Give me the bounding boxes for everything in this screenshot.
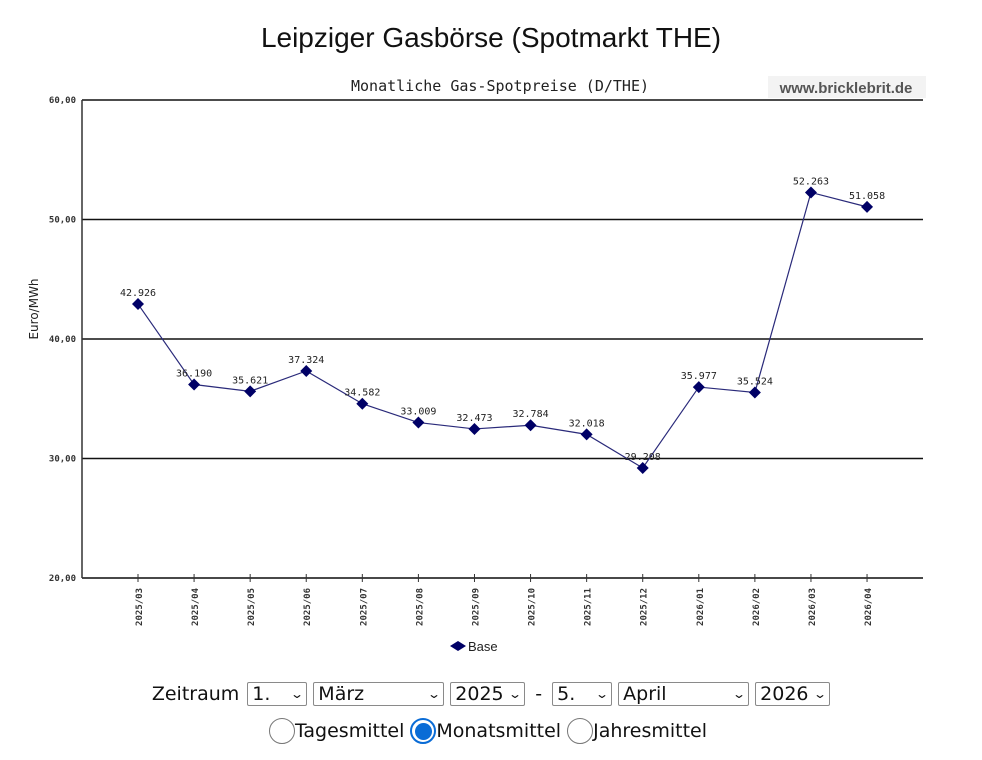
to-year-select[interactable]: 2026 ⌄: [755, 682, 831, 706]
to-day-select[interactable]: 5. ⌄: [552, 682, 613, 706]
chevron-down-icon: ⌄: [427, 687, 442, 701]
to-month-value: April: [623, 683, 667, 705]
radio-jahresmittel[interactable]: [567, 718, 594, 744]
data-point-diamond[interactable]: [580, 428, 593, 441]
x-tick-label: 2025/11: [584, 588, 594, 626]
data-point-diamond[interactable]: [748, 386, 761, 399]
data-label: 51.058: [849, 191, 885, 202]
data-point-diamond[interactable]: [524, 419, 537, 432]
data-point-diamond[interactable]: [188, 378, 201, 391]
chevron-down-icon: ⌄: [813, 687, 828, 701]
y-axis-label: Euro/MWh: [27, 278, 41, 339]
from-month-select[interactable]: März ⌄: [313, 682, 445, 706]
zeitraum-label: Zeitraum: [151, 683, 240, 705]
x-tick-label: 2025/08: [415, 588, 425, 626]
radio-tagesmittel[interactable]: [268, 718, 295, 744]
radio-monatsmittel[interactable]: [410, 718, 437, 744]
to-month-select[interactable]: April ⌄: [618, 682, 750, 706]
x-tick-label: 2025/04: [191, 587, 201, 626]
data-point-diamond[interactable]: [468, 422, 481, 435]
x-tick-label: 2025/12: [640, 588, 650, 626]
radio-label-monatsmittel[interactable]: Monatsmittel: [436, 720, 562, 742]
chart-title: Monatliche Gas-Spotpreise (D/THE): [351, 77, 649, 95]
data-point-diamond[interactable]: [356, 397, 369, 410]
x-tick-label: 2025/07: [359, 588, 369, 626]
watermark: www.bricklebrit.de: [779, 80, 913, 97]
data-label: 36.190: [176, 369, 212, 380]
from-month-value: März: [318, 683, 365, 705]
x-tick-label: 2026/01: [696, 588, 706, 626]
radio-selected-dot: [414, 722, 432, 740]
data-label: 32.473: [456, 413, 492, 424]
y-tick-label: 30,00: [49, 455, 76, 465]
data-label: 35.524: [737, 376, 773, 387]
data-point-diamond[interactable]: [692, 381, 705, 394]
legend-diamond-icon: [450, 641, 466, 651]
series-line: [137, 191, 868, 469]
legend-label: Base: [468, 639, 498, 654]
x-tick-label: 2025/06: [303, 588, 313, 626]
chart-canvas: Monatliche Gas-Spotpreise (D/THE) www.bri…: [27, 76, 926, 654]
data-label: 37.324: [288, 355, 324, 366]
page-title: Leipziger Gasbörse (Spotmarkt THE): [260, 22, 722, 53]
data-point-diamond[interactable]: [132, 298, 144, 311]
data-label: 32.018: [569, 418, 605, 429]
range-separator: -: [535, 683, 543, 705]
period-controls: Zeitraum 1. ⌄ März ⌄ 2025 ⌄ - 5. ⌄ April ⌄ 20…: [0, 680, 982, 746]
y-tick-label: 60,00: [49, 96, 76, 106]
radio-label-jahresmittel[interactable]: Jahresmittel: [593, 720, 708, 742]
chevron-down-icon: ⌄: [508, 687, 523, 701]
x-tick-label: 2025/10: [528, 588, 538, 626]
data-point-diamond[interactable]: [636, 461, 649, 474]
y-tick-label: 20,00: [49, 574, 76, 584]
data-point-diamond[interactable]: [300, 364, 313, 377]
data-point-diamond[interactable]: [412, 416, 425, 429]
data-point-diamond[interactable]: [244, 385, 257, 398]
chevron-down-icon: ⌄: [732, 687, 747, 701]
x-tick-label: 2026/03: [808, 588, 818, 626]
x-tick-label: 2025/03: [135, 588, 145, 626]
radio-label-tagesmittel[interactable]: Tagesmittel: [294, 720, 405, 742]
chevron-down-icon: ⌄: [595, 687, 610, 701]
from-year-value: 2025: [455, 683, 504, 705]
from-year-select[interactable]: 2025 ⌄: [450, 682, 526, 706]
y-tick-label: 40,00: [49, 335, 76, 345]
from-day-value: 1.: [252, 683, 271, 705]
y-tick-label: 50,00: [49, 216, 76, 226]
x-tick-label: 2026/02: [752, 588, 762, 626]
data-label: 29.208: [625, 452, 661, 463]
data-point-diamond[interactable]: [861, 200, 874, 213]
chevron-down-icon: ⌄: [290, 687, 305, 701]
data-label: 32.784: [512, 409, 548, 420]
to-year-value: 2026: [760, 683, 809, 705]
data-label: 35.977: [681, 371, 717, 382]
line-chart: Monatliche Gas-Spotpreise (D/THE) www.bri…: [0, 70, 982, 660]
data-point-diamond[interactable]: [804, 186, 817, 199]
watermark-bg: [768, 76, 926, 98]
to-day-value: 5.: [557, 683, 576, 705]
x-tick-label: 2025/05: [247, 588, 257, 626]
data-label: 42.926: [120, 288, 156, 299]
data-label: 33.009: [400, 407, 436, 418]
x-tick-label: 2026/04: [864, 587, 874, 626]
data-label: 52.263: [793, 176, 829, 187]
from-day-select[interactable]: 1. ⌄: [247, 682, 308, 706]
x-tick-label: 2025/09: [471, 588, 481, 626]
data-label: 34.582: [344, 388, 380, 399]
data-label: 35.621: [232, 375, 268, 386]
